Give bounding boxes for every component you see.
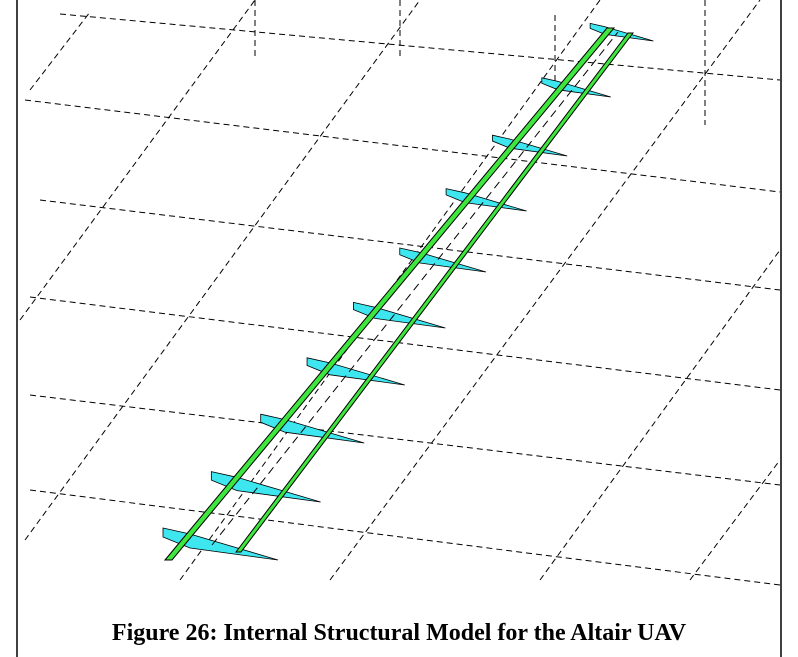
figure: Figure 26: Internal Structural Model for… [0, 0, 798, 657]
grid-lines-vertical [255, 0, 705, 125]
centerline [212, 32, 618, 545]
dashed-grid [20, 0, 780, 585]
spars [165, 28, 633, 560]
front-spar [165, 28, 614, 560]
page: Figure 26: Internal Structural Model for… [0, 0, 798, 657]
grid-lines-horizontal [25, 14, 780, 585]
rear-spar [236, 33, 633, 552]
caption: Figure 26: Internal Structural Model for… [112, 620, 687, 646]
grid-lines-diagonal [20, 0, 780, 580]
